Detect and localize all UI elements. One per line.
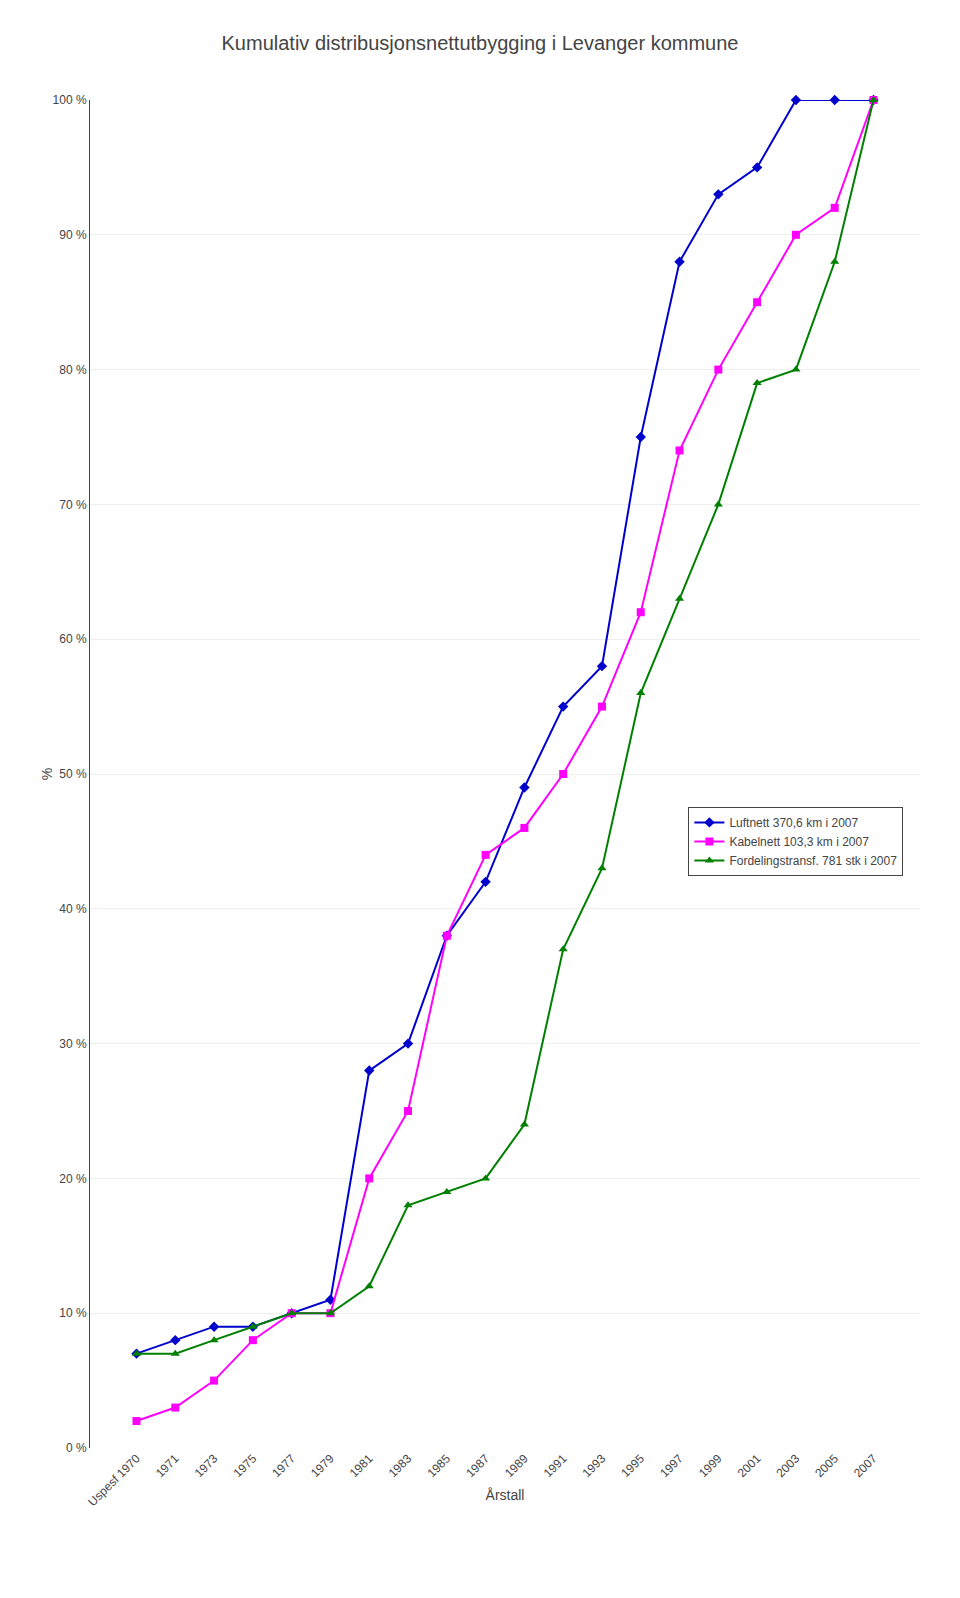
svg-text:2007: 2007 bbox=[851, 1451, 880, 1480]
svg-text:2003: 2003 bbox=[774, 1451, 803, 1480]
svg-text:1971: 1971 bbox=[153, 1451, 182, 1480]
svg-text:Luftnett 370,6 km i 2007: Luftnett 370,6 km i 2007 bbox=[729, 816, 858, 830]
svg-text:1999: 1999 bbox=[696, 1451, 725, 1480]
svg-text:1975: 1975 bbox=[230, 1451, 259, 1480]
svg-text:30 %: 30 % bbox=[59, 1037, 87, 1051]
svg-text:1993: 1993 bbox=[580, 1451, 609, 1480]
svg-text:2005: 2005 bbox=[812, 1451, 841, 1480]
svg-text:Kumulativ distribusjonsnettutb: Kumulativ distribusjonsnettutbygging i L… bbox=[222, 32, 739, 54]
svg-text:%: % bbox=[39, 768, 55, 780]
svg-text:2001: 2001 bbox=[735, 1451, 764, 1480]
svg-text:20 %: 20 % bbox=[59, 1172, 87, 1186]
svg-text:Uspesf 1970: Uspesf 1970 bbox=[85, 1451, 143, 1509]
svg-text:90 %: 90 % bbox=[59, 228, 87, 242]
svg-text:60 %: 60 % bbox=[59, 632, 87, 646]
svg-text:40 %: 40 % bbox=[59, 902, 87, 916]
svg-text:1985: 1985 bbox=[424, 1451, 453, 1480]
svg-text:Fordelingstransf. 781 stk i 20: Fordelingstransf. 781 stk i 2007 bbox=[729, 854, 897, 868]
svg-text:1997: 1997 bbox=[657, 1451, 686, 1480]
svg-text:10 %: 10 % bbox=[59, 1306, 87, 1320]
svg-text:Kabelnett 103,3 km i 2007: Kabelnett 103,3 km i 2007 bbox=[729, 835, 869, 849]
svg-text:1987: 1987 bbox=[463, 1451, 492, 1480]
svg-text:1989: 1989 bbox=[502, 1451, 531, 1480]
svg-text:Årstall: Årstall bbox=[486, 1487, 525, 1503]
svg-text:50 %: 50 % bbox=[59, 767, 87, 781]
svg-text:70 %: 70 % bbox=[59, 498, 87, 512]
svg-text:1979: 1979 bbox=[308, 1451, 337, 1480]
svg-text:0 %: 0 % bbox=[66, 1441, 87, 1455]
svg-text:1983: 1983 bbox=[386, 1451, 415, 1480]
svg-text:1995: 1995 bbox=[618, 1451, 647, 1480]
svg-text:80 %: 80 % bbox=[59, 363, 87, 377]
svg-text:1973: 1973 bbox=[192, 1451, 221, 1480]
svg-text:1977: 1977 bbox=[269, 1451, 298, 1480]
svg-text:100 %: 100 % bbox=[53, 93, 87, 107]
svg-text:1991: 1991 bbox=[541, 1451, 570, 1480]
svg-text:1981: 1981 bbox=[347, 1451, 376, 1480]
